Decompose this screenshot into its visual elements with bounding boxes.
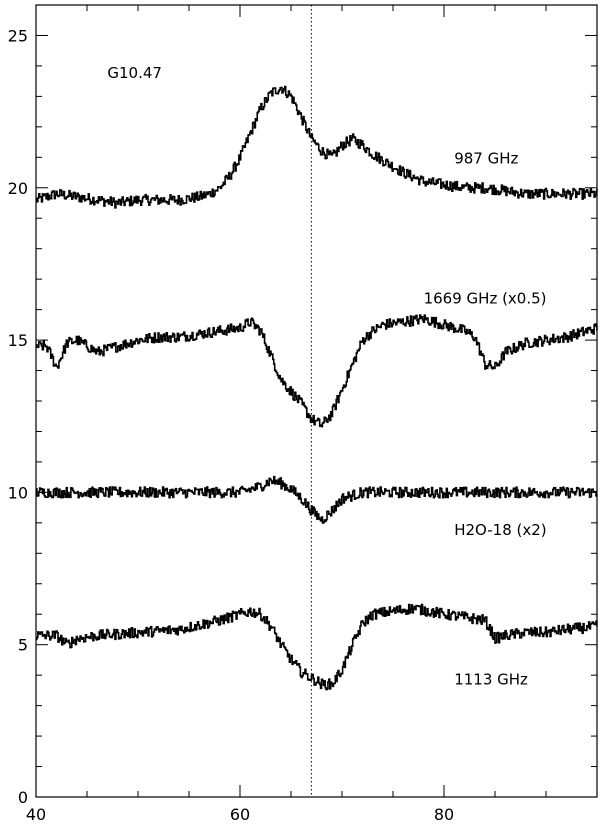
annotation-label: G10.47 xyxy=(107,64,162,82)
annotation-label: 1113 GHz xyxy=(454,670,528,688)
x-tick-label: 40 xyxy=(26,805,46,824)
annotation-label: H2O-18 (x2) xyxy=(454,521,546,539)
y-tick-label: 20 xyxy=(8,179,28,198)
spectrum-line-1 xyxy=(36,85,598,209)
y-tick-label: 15 xyxy=(8,331,28,350)
y-tick-label: 0 xyxy=(18,788,28,807)
y-tick-label: 5 xyxy=(18,636,28,655)
y-tick-label: 25 xyxy=(8,26,28,45)
annotation-label: 1669 GHz (x0.5) xyxy=(424,290,547,308)
spectrum-line-4 xyxy=(36,603,598,691)
annotation-label: 987 GHz xyxy=(454,149,518,167)
x-tick-label: 80 xyxy=(434,805,454,824)
spectrum-line-2 xyxy=(36,314,598,428)
spectrum-line-3 xyxy=(36,475,598,524)
y-tick-label: 10 xyxy=(8,483,28,502)
x-tick-label: 60 xyxy=(230,805,250,824)
